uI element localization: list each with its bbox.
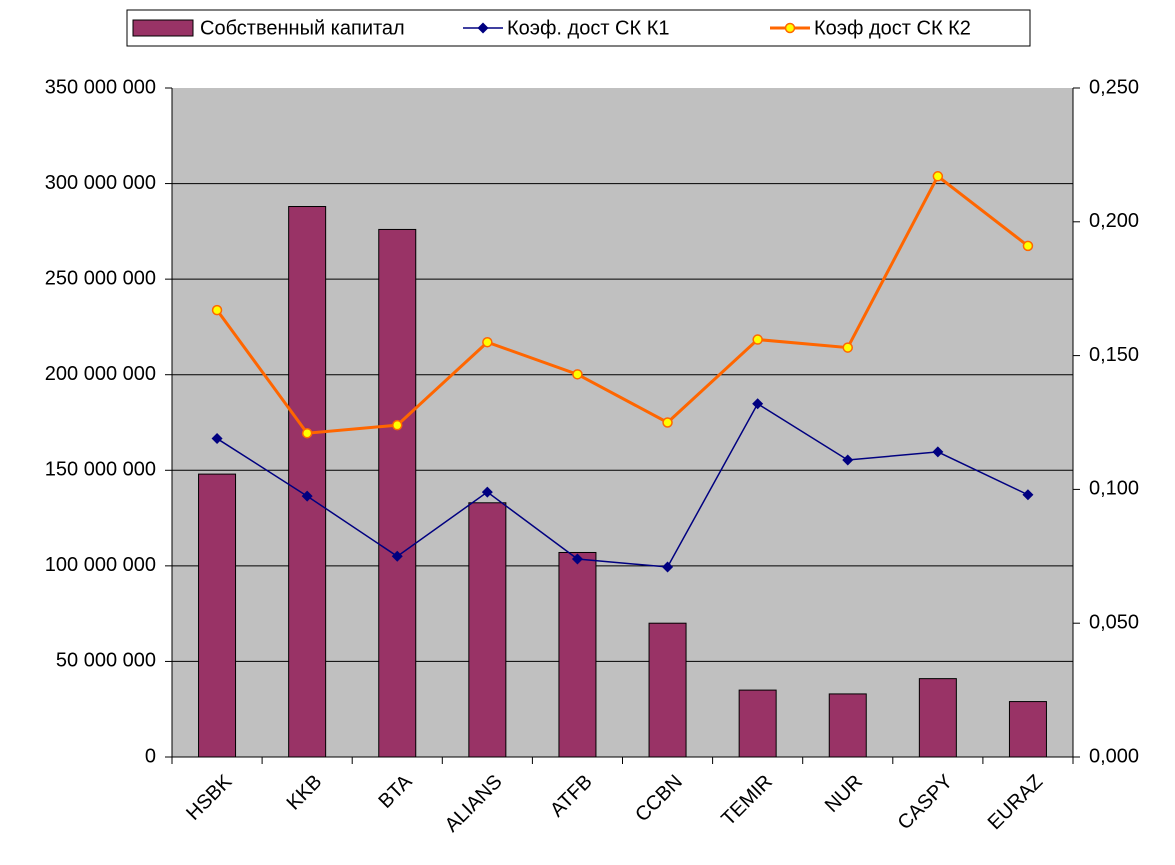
- marker: [477, 22, 489, 34]
- y-tick-label: 200 000 000: [45, 363, 156, 385]
- bar: [918, 678, 957, 758]
- marker: [391, 550, 403, 562]
- bar: [378, 228, 417, 758]
- y2-tick-label: 0,000: [1089, 745, 1139, 767]
- y-tick-label: 50 000 000: [56, 650, 156, 672]
- x-tick-label: EURAZ: [984, 771, 1047, 834]
- marker: [481, 486, 493, 498]
- legend-label: Коэф дост СК К2: [814, 17, 971, 39]
- legend-box: [126, 9, 1031, 47]
- x-tick-label: BTA: [375, 770, 417, 812]
- legend-swatch: [132, 19, 194, 37]
- y2-tick-label: 0,200: [1089, 210, 1139, 232]
- marker: [932, 171, 944, 182]
- y-tick-label: 350 000 000: [45, 76, 156, 98]
- x-tick-label: NUR: [821, 771, 867, 817]
- marker: [842, 454, 854, 466]
- y-tick-label: 0: [145, 745, 156, 767]
- bar: [828, 693, 867, 758]
- y2-tick-label: 0,050: [1089, 611, 1139, 633]
- marker: [1022, 240, 1034, 252]
- line: [215, 174, 1029, 435]
- y-tick-label: 100 000 000: [45, 554, 156, 576]
- y-tick-label: 250 000 000: [45, 267, 156, 289]
- marker: [752, 398, 764, 410]
- marker: [572, 369, 583, 380]
- marker: [752, 334, 763, 345]
- marker: [301, 427, 313, 439]
- y2-tick-label: 0,250: [1089, 76, 1139, 98]
- marker: [784, 22, 796, 34]
- marker: [1022, 489, 1034, 501]
- marker: [842, 342, 853, 353]
- marker: [392, 419, 403, 431]
- bar: [558, 551, 597, 758]
- y-tick-label: 300 000 000: [45, 172, 156, 194]
- legend-label: Коэф. дост СК К1: [507, 17, 669, 39]
- x-tick-label: TEMIR: [717, 771, 777, 831]
- x-tick-label: ALIANS: [441, 771, 507, 837]
- marker: [932, 446, 944, 458]
- x-tick-label: CASPY: [894, 771, 958, 835]
- marker: [482, 336, 493, 348]
- y2-tick-label: 0,150: [1089, 344, 1139, 366]
- line: [216, 402, 1029, 568]
- bar: [1008, 701, 1047, 758]
- bar: [198, 473, 237, 758]
- marker: [571, 553, 583, 565]
- marker: [662, 417, 673, 428]
- marker: [211, 433, 223, 445]
- y2-tick-label: 0,100: [1089, 478, 1139, 500]
- marker: [211, 304, 223, 316]
- x-tick-label: HSBK: [182, 770, 237, 825]
- marker: [662, 561, 674, 573]
- bar: [468, 502, 507, 758]
- x-tick-label: KKB: [283, 771, 327, 815]
- bar: [288, 206, 327, 758]
- x-tick-label: CCBN: [631, 771, 687, 827]
- x-tick-label: ATFB: [546, 771, 597, 822]
- bar: [738, 689, 777, 758]
- bar: [648, 622, 687, 758]
- y-tick-label: 150 000 000: [45, 459, 156, 481]
- legend-label: Собственный капитал: [200, 17, 405, 39]
- marker: [301, 490, 313, 502]
